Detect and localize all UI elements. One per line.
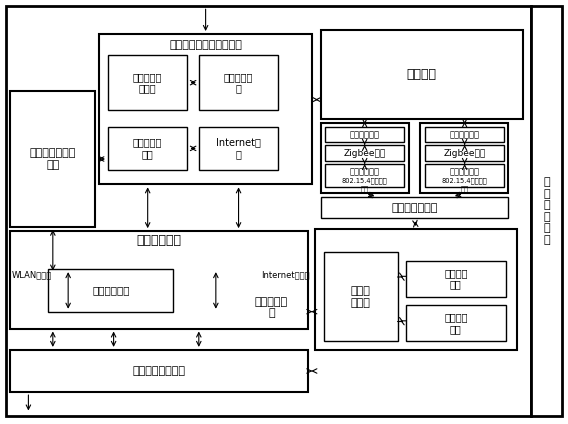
FancyBboxPatch shape: [6, 6, 531, 416]
FancyBboxPatch shape: [324, 252, 398, 341]
FancyBboxPatch shape: [425, 145, 504, 161]
Text: Zigbee时钟: Zigbee时钟: [344, 148, 386, 158]
Text: 802.15.4无线通信
模块: 802.15.4无线通信 模块: [442, 177, 487, 192]
FancyBboxPatch shape: [321, 123, 409, 193]
FancyBboxPatch shape: [425, 164, 504, 187]
FancyBboxPatch shape: [325, 164, 404, 187]
FancyBboxPatch shape: [321, 197, 508, 218]
FancyBboxPatch shape: [99, 34, 312, 184]
Text: 高增全向天线: 高增全向天线: [450, 167, 479, 176]
Text: WLAN协议栈: WLAN协议栈: [12, 271, 52, 279]
Text: 中央主
控装置: 中央主 控装置: [351, 286, 370, 307]
FancyBboxPatch shape: [48, 269, 173, 312]
Text: 通信系统时钟: 通信系统时钟: [450, 130, 479, 139]
FancyBboxPatch shape: [406, 261, 506, 297]
Text: 高增全向天线: 高增全向天线: [350, 167, 379, 176]
Text: 无线局域网
接口: 无线局域网 接口: [133, 138, 162, 159]
FancyBboxPatch shape: [199, 55, 278, 110]
Text: Internet接
口: Internet接 口: [216, 138, 261, 159]
FancyBboxPatch shape: [108, 55, 187, 110]
Text: 编程与调试模块: 编程与调试模块: [391, 203, 438, 213]
FancyBboxPatch shape: [108, 127, 187, 170]
Text: 协议转换模块: 协议转换模块: [137, 234, 182, 247]
FancyBboxPatch shape: [425, 127, 504, 142]
Text: 无线局域网
控制器: 无线局域网 控制器: [133, 72, 162, 93]
Text: 基础服务与管理
模块: 基础服务与管理 模块: [30, 148, 76, 170]
Text: 外部网络控制与接入设备: 外部网络控制与接入设备: [169, 39, 243, 50]
Text: 无线传感网协议栈: 无线传感网协议栈: [133, 366, 186, 376]
FancyBboxPatch shape: [199, 127, 278, 170]
Text: 设备接口
逻辑: 设备接口 逻辑: [444, 268, 467, 290]
FancyBboxPatch shape: [321, 30, 523, 119]
Text: Internet协议栈: Internet协议栈: [261, 271, 310, 279]
Text: 能
量
供
应
模
块: 能 量 供 应 模 块: [544, 177, 550, 245]
FancyBboxPatch shape: [420, 123, 508, 193]
FancyBboxPatch shape: [315, 229, 517, 350]
FancyBboxPatch shape: [325, 127, 404, 142]
FancyBboxPatch shape: [531, 6, 562, 416]
Text: 协议数据交
互: 协议数据交 互: [255, 297, 288, 318]
Text: 存储模块: 存储模块: [407, 68, 437, 81]
FancyBboxPatch shape: [10, 350, 308, 392]
Text: Zigbee时钟: Zigbee时钟: [444, 148, 486, 158]
Text: 以太网控制
器: 以太网控制 器: [224, 72, 253, 93]
Text: 控制系统
时钟: 控制系统 时钟: [444, 312, 467, 334]
FancyBboxPatch shape: [325, 145, 404, 161]
FancyBboxPatch shape: [10, 91, 95, 227]
Text: 协议转换装置: 协议转换装置: [92, 285, 130, 296]
FancyBboxPatch shape: [10, 231, 308, 329]
FancyBboxPatch shape: [406, 305, 506, 341]
Text: 通信系统时钟: 通信系统时钟: [350, 130, 379, 139]
Text: 802.15.4无线通信
模块: 802.15.4无线通信 模块: [342, 177, 387, 192]
